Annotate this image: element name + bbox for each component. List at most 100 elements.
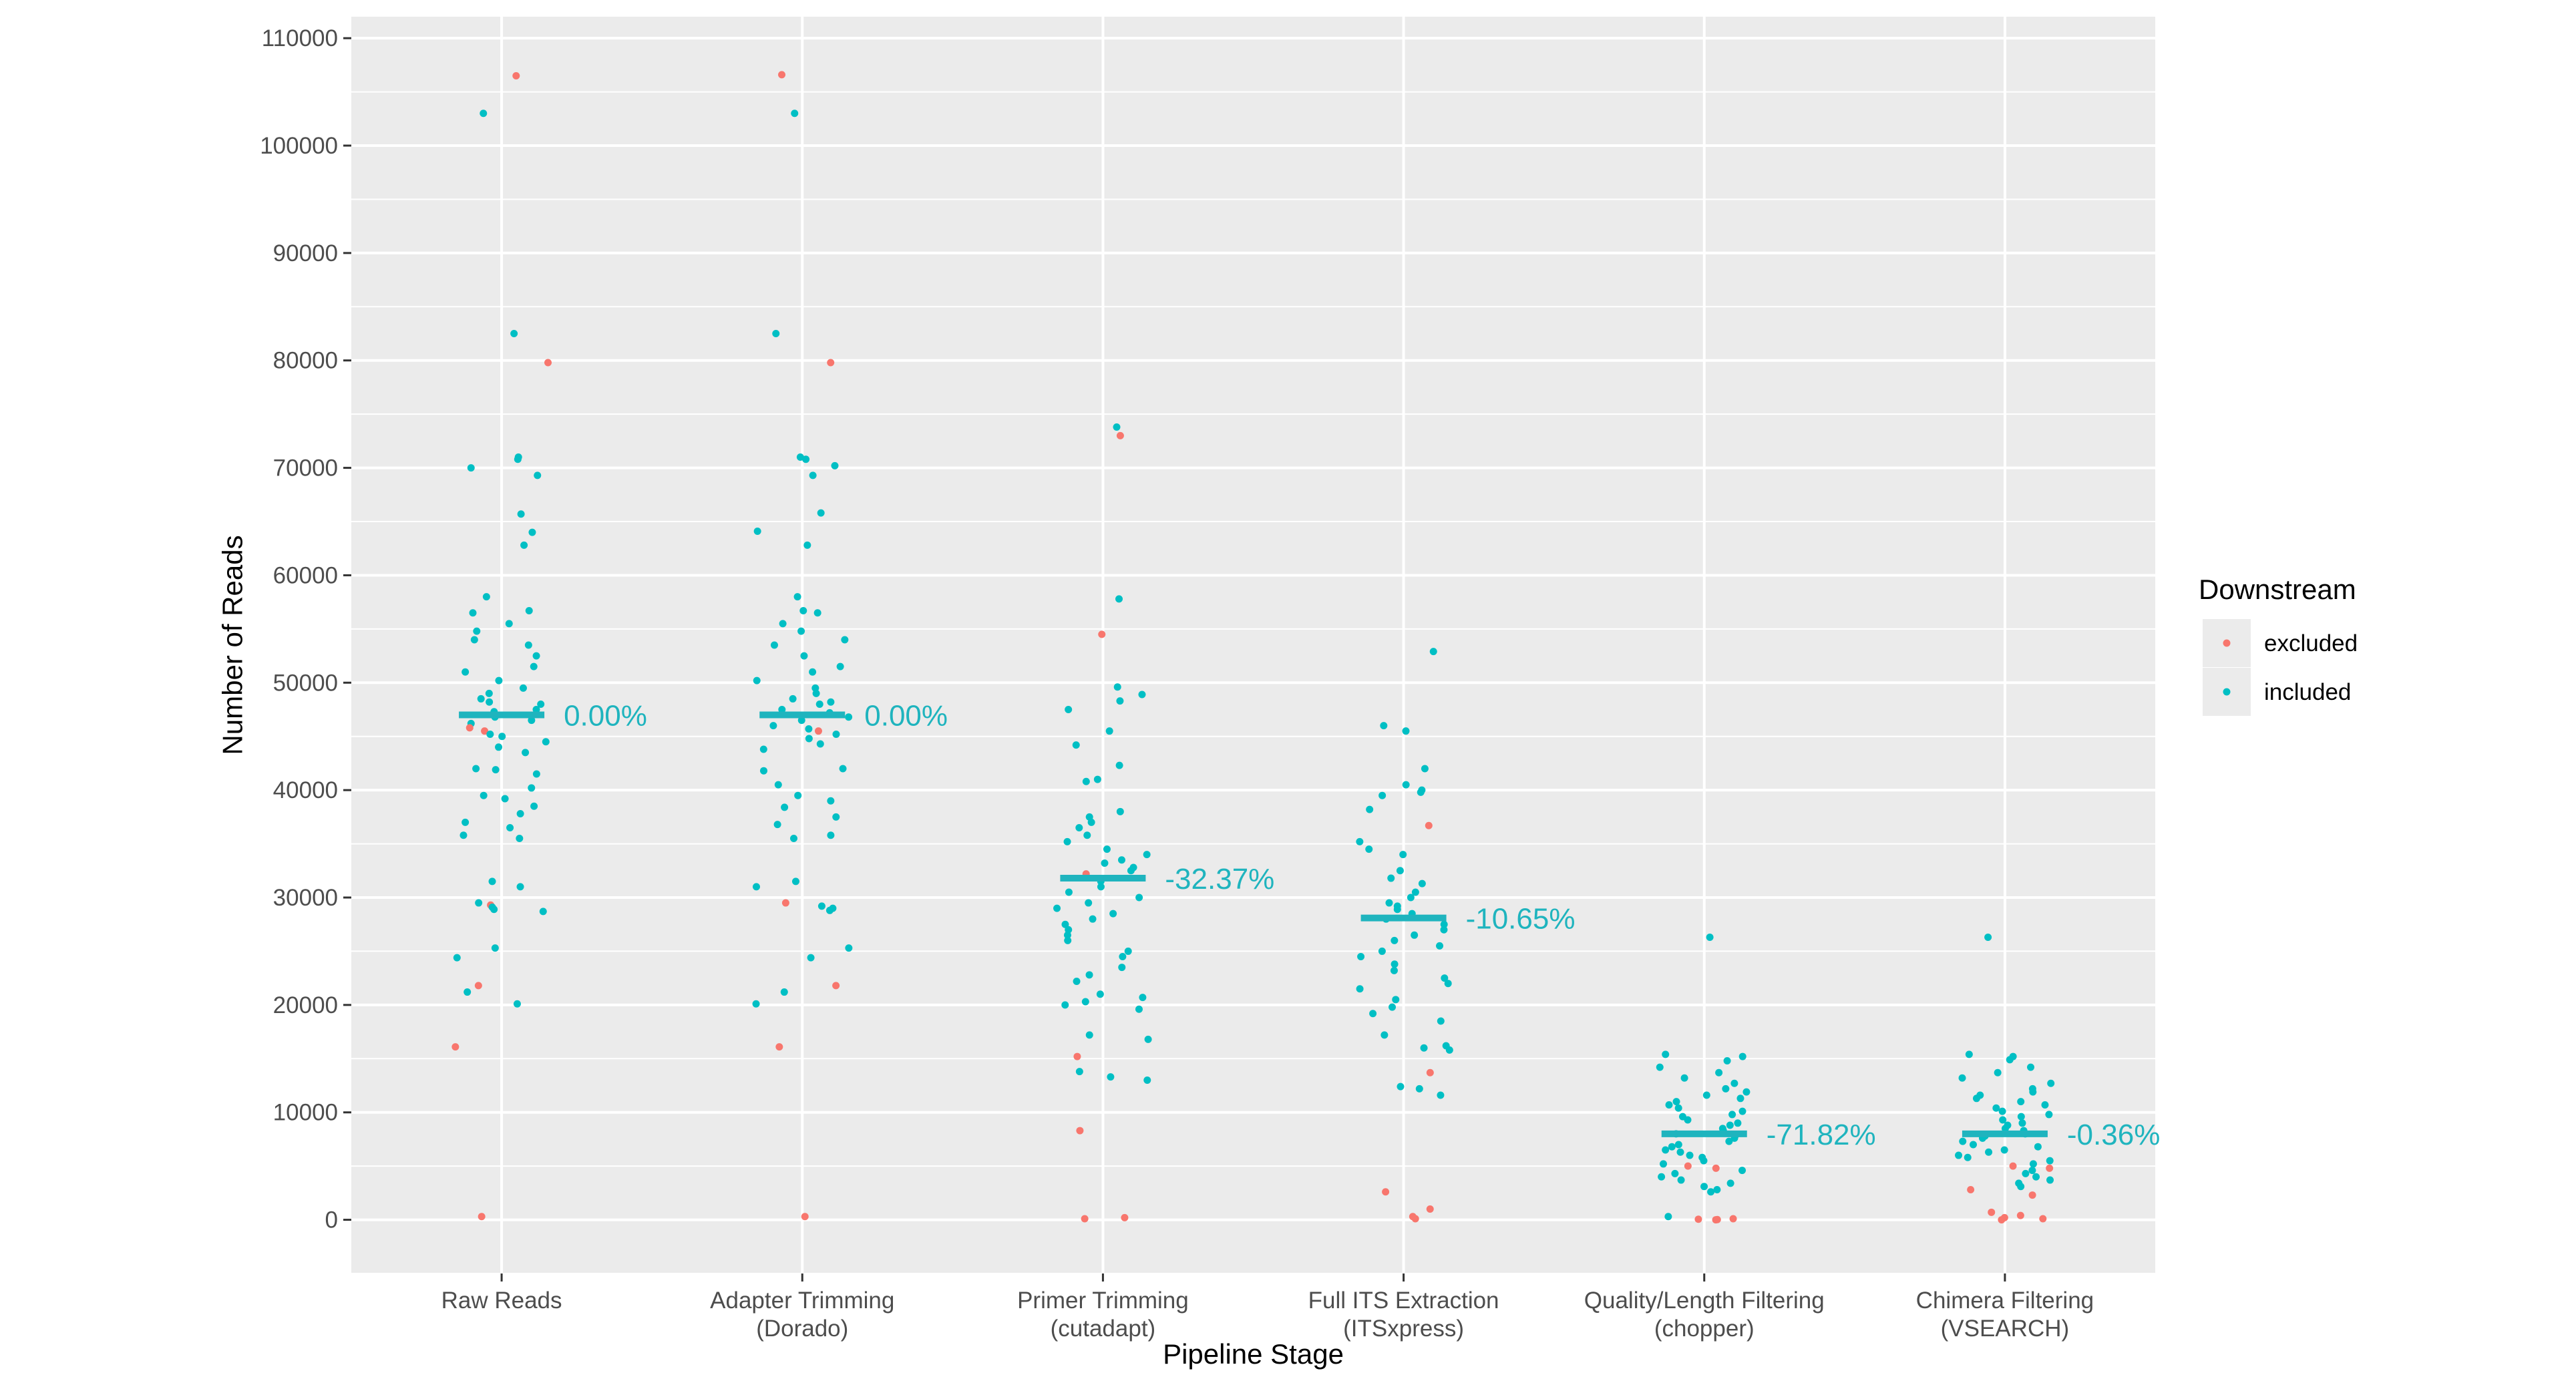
data-point-included xyxy=(1723,1057,1731,1065)
data-point-included xyxy=(1671,1169,1679,1177)
data-point-included xyxy=(1378,947,1386,955)
data-point-included xyxy=(1103,845,1111,853)
data-point-included xyxy=(1390,966,1398,974)
data-point-included xyxy=(772,330,780,338)
data-point-excluded xyxy=(1411,1215,1419,1223)
data-point-included xyxy=(1144,1035,1152,1043)
data-point-included xyxy=(778,706,786,714)
data-point-included xyxy=(1437,1017,1445,1025)
data-point-included xyxy=(1357,952,1365,960)
y-axis-title: Number of Reads xyxy=(217,535,248,755)
data-point-included xyxy=(495,743,503,751)
data-point-excluded xyxy=(778,71,786,79)
data-point-included xyxy=(1407,894,1415,902)
data-point-included xyxy=(1073,977,1081,985)
data-point-included xyxy=(1984,934,1992,942)
data-point-included xyxy=(2032,1173,2040,1181)
data-point-included xyxy=(1083,831,1091,839)
data-point-included xyxy=(831,461,839,469)
grid-major xyxy=(351,17,2155,1273)
data-points xyxy=(451,71,2055,1224)
data-point-included xyxy=(1378,791,1387,799)
data-point-included xyxy=(470,636,478,644)
data-point-included xyxy=(490,906,498,914)
percent-change-label: -10.65% xyxy=(1466,903,1576,936)
data-point-included xyxy=(1417,788,1425,796)
data-point-included xyxy=(1734,1119,1742,1127)
data-point-excluded xyxy=(1967,1186,1975,1194)
data-point-included xyxy=(1065,706,1073,714)
data-point-included xyxy=(467,464,475,472)
data-point-included xyxy=(520,541,528,549)
data-point-included xyxy=(839,765,847,773)
data-point-included xyxy=(1411,888,1419,896)
legend: Downstream excluded included xyxy=(2199,574,2358,716)
percent-labels: 0.00% 0.00% -32.37% -10.65% -71.82% -0.36% xyxy=(564,700,2160,1151)
data-point-included xyxy=(1677,1176,1685,1184)
legend-title: Downstream xyxy=(2199,574,2356,605)
data-point-included xyxy=(1402,727,1410,735)
data-point-included xyxy=(1676,1148,1684,1156)
data-point-included xyxy=(2045,1111,2053,1119)
data-point-included xyxy=(475,899,483,907)
data-point-included xyxy=(1075,823,1083,831)
data-point-included xyxy=(1380,722,1388,730)
data-point-included xyxy=(530,802,538,810)
data-point-included xyxy=(753,676,761,684)
data-point-included xyxy=(482,593,490,601)
data-point-included xyxy=(1118,964,1126,972)
x-axis-title: Pipeline Stage xyxy=(1163,1338,1344,1370)
y-tick-label: 40000 xyxy=(273,777,338,803)
data-point-excluded xyxy=(2009,1162,2017,1170)
data-point-included xyxy=(472,765,480,773)
data-point-included xyxy=(1065,888,1073,896)
data-point-excluded xyxy=(1073,1052,1081,1060)
x-tick-label-sub: (VSEARCH) xyxy=(1941,1316,2070,1342)
data-point-included xyxy=(1706,934,1714,942)
data-point-included xyxy=(781,803,789,811)
data-point-included xyxy=(1959,1137,1967,1145)
data-point-included xyxy=(791,877,799,886)
data-point-included xyxy=(486,731,494,739)
data-point-included xyxy=(1738,1052,1746,1060)
data-point-included xyxy=(1421,765,1429,773)
data-point-included xyxy=(2034,1143,2042,1151)
data-point-included xyxy=(817,902,825,910)
data-point-included xyxy=(477,695,485,703)
data-point-excluded xyxy=(1116,431,1124,439)
data-point-included xyxy=(1674,1104,1682,1112)
data-point-excluded xyxy=(814,727,822,735)
data-point-excluded xyxy=(1998,1216,2006,1224)
data-point-included xyxy=(2018,1119,2026,1127)
y-tick-label: 70000 xyxy=(273,455,338,481)
data-point-included xyxy=(1955,1151,1963,1159)
data-point-included xyxy=(1972,1095,1980,1103)
data-point-included xyxy=(827,797,835,805)
data-point-included xyxy=(1437,1091,1445,1099)
data-point-included xyxy=(1381,1031,1389,1039)
data-point-included xyxy=(1389,1003,1397,1011)
data-point-included xyxy=(809,471,817,479)
data-point-included xyxy=(780,988,788,996)
legend-label: included xyxy=(2264,679,2351,705)
x-tick-label: Primer Trimming xyxy=(1017,1288,1189,1314)
data-point-included xyxy=(1107,1073,1115,1081)
data-point-included xyxy=(1665,1101,1673,1109)
data-point-included xyxy=(836,662,844,670)
data-point-included xyxy=(1992,1104,2000,1112)
y-tick-label: 20000 xyxy=(273,992,338,1018)
data-point-included xyxy=(1385,899,1393,907)
data-point-included xyxy=(1119,952,1127,960)
data-point-included xyxy=(1958,1074,1966,1082)
data-point-included xyxy=(816,740,824,748)
data-point-included xyxy=(774,781,782,789)
data-point-included xyxy=(832,813,840,821)
data-point-included xyxy=(1063,931,1071,939)
data-point-included xyxy=(492,766,500,774)
data-point-included xyxy=(1994,1068,2002,1076)
data-point-included xyxy=(539,908,547,916)
data-point-included xyxy=(1143,851,1151,859)
data-point-included xyxy=(2022,1169,2030,1177)
data-point-included xyxy=(2029,1160,2037,1168)
data-point-included xyxy=(459,831,468,839)
